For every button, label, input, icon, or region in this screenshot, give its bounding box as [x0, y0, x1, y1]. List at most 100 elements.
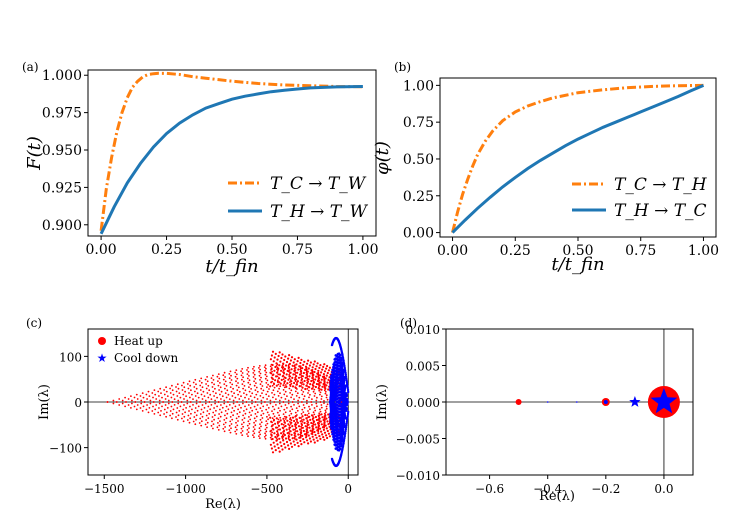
heat-up-point [223, 430, 226, 433]
y-tick-label: 0.925 [42, 180, 82, 196]
heat-up-point [252, 430, 255, 432]
heat-up-point [205, 414, 208, 417]
heat-up-point [169, 414, 172, 417]
heat-up-point [308, 405, 310, 408]
heat-up-point [301, 383, 303, 385]
heat-up-point [260, 402, 263, 405]
heat-up-point [253, 436, 255, 439]
heat-up-point [247, 404, 250, 406]
heat-up-point [222, 427, 225, 430]
heat-up-point [199, 413, 202, 415]
heat-up-point [277, 369, 279, 372]
heat-up-point [315, 402, 318, 405]
heat-up-point [296, 381, 298, 384]
heat-up-point [205, 383, 208, 385]
eigenvalue-point [603, 400, 608, 404]
heat-up-point [282, 378, 285, 381]
heat-up-point [326, 420, 329, 423]
heat-up-point [302, 438, 305, 441]
heat-up-point [230, 379, 233, 381]
heat-up-point [246, 369, 248, 371]
heat-up-point [295, 363, 298, 366]
x-tick-label: 0.75 [625, 243, 656, 259]
panel-c-y-ticks: −100 0 100 [49, 350, 88, 456]
heat-up-point [306, 381, 309, 384]
heat-up-point [170, 405, 173, 408]
heat-up-point [309, 372, 312, 375]
heat-up-point [319, 374, 322, 377]
heat-up-point [283, 442, 286, 446]
y-tick-label: 0.75 [403, 115, 434, 131]
heat-up-point [121, 399, 124, 402]
heat-up-point [139, 395, 142, 397]
cool-down-point [345, 422, 348, 425]
heat-up-point [220, 390, 223, 393]
heat-up-point [243, 392, 245, 394]
cool-down-point [340, 366, 344, 370]
heat-up-point [327, 388, 330, 391]
heat-up-point [277, 407, 280, 409]
heat-up-point [177, 402, 180, 405]
heat-up-point [183, 386, 186, 389]
heat-up-point [248, 416, 250, 418]
heat-up-point [223, 402, 226, 405]
heat-up-point [212, 427, 214, 430]
heat-up-point [195, 383, 197, 386]
heat-up-point [256, 404, 259, 406]
heat-up-point [242, 425, 245, 428]
heat-up-point [281, 434, 284, 437]
heat-up-point [171, 412, 174, 415]
heat-up-point [320, 404, 323, 406]
heat-up-point [197, 405, 200, 408]
heat-up-point [324, 377, 327, 380]
heat-up-point [316, 421, 320, 425]
panel-d-x-ticks: −0.6 −0.4 −0.2 0.0 [475, 475, 673, 496]
legend-a-label-1: T_C → T_W [270, 174, 367, 194]
x-tick-label: −1500 [84, 482, 125, 496]
x-tick-label: −0.4 [533, 482, 563, 496]
heat-up-point [327, 378, 330, 381]
heat-up-point [253, 432, 256, 435]
heat-up-point [296, 360, 299, 363]
heat-up-point [316, 429, 319, 432]
heat-up-point [242, 421, 245, 424]
heat-up-point [300, 443, 303, 446]
heat-up-point [274, 435, 277, 439]
heat-up-point [177, 414, 180, 417]
heat-up-point [229, 386, 232, 388]
heat-up-point [191, 408, 193, 411]
heat-up-point [319, 391, 322, 394]
heat-up-point [271, 384, 274, 387]
cool-down-point [346, 414, 349, 418]
heat-up-point [187, 414, 190, 417]
heat-up-point [235, 421, 237, 424]
heat-up-point [284, 411, 287, 414]
heat-up-point [288, 447, 291, 450]
heat-up-point [316, 396, 318, 399]
cool-down-point [340, 436, 344, 440]
heat-up-point [307, 389, 310, 392]
heat-up-point [312, 411, 315, 414]
heat-up-point [224, 414, 226, 417]
heat-up-point [291, 401, 294, 403]
heat-up-point [314, 433, 317, 437]
cool-down-point [346, 388, 350, 392]
heat-up-point [237, 415, 240, 418]
heat-up-point [310, 369, 313, 372]
heat-up-point [171, 417, 173, 420]
heat-up-point [312, 428, 315, 431]
heat-up-point [265, 408, 268, 411]
heat-up-point [293, 381, 296, 385]
heat-up-point [296, 392, 299, 395]
x-tick-label: 0 [344, 482, 352, 496]
heat-up-point [238, 411, 241, 414]
heat-up-point [320, 413, 323, 416]
heat-up-point [315, 375, 318, 378]
heat-up-point [197, 396, 200, 399]
y-tick-label: −0.005 [396, 433, 440, 447]
heat-up-point [309, 393, 311, 396]
heat-up-point [267, 395, 270, 397]
heat-up-point [106, 401, 109, 403]
heat-up-point [255, 382, 257, 384]
heat-up-point [284, 424, 287, 428]
